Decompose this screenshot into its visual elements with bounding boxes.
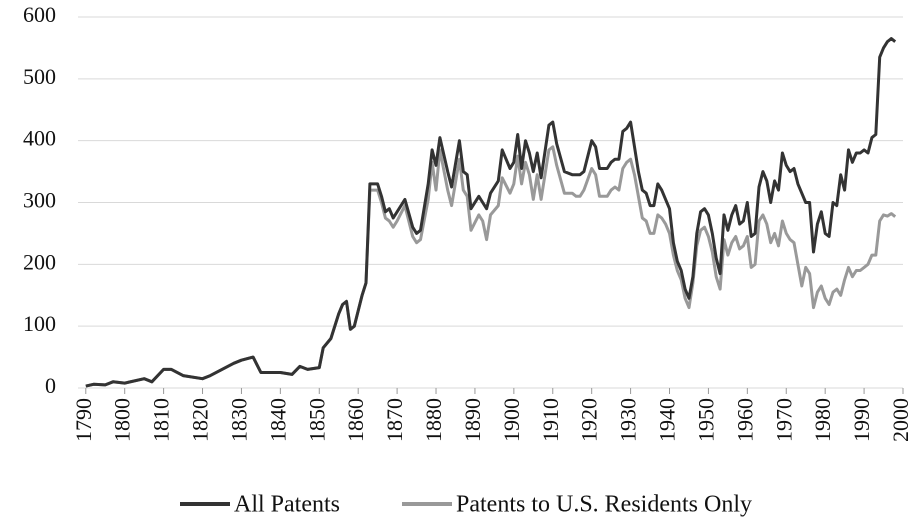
y-tick-label: 400 [23,126,56,151]
y-tick-label: 300 [23,188,56,213]
x-tick-label: 1900 [499,398,524,442]
x-tick-label: 1800 [110,398,135,442]
x-tick-label: 1840 [265,398,290,442]
x-tick-label: 1830 [226,398,251,442]
y-tick-label: 100 [23,311,56,336]
legend-label: Patents to U.S. Residents Only [456,492,752,518]
x-tick-label: 1960 [732,398,757,442]
y-tick-label: 200 [23,249,56,274]
x-tick-label: 1930 [616,398,641,442]
x-tick-label: 2000 [888,398,913,442]
x-tick-label: 1940 [655,398,680,442]
x-tick-label: 1870 [382,398,407,442]
x-tick-label: 1950 [693,398,718,442]
x-tick-label: 1810 [149,398,174,442]
x-tick-label: 1970 [771,398,796,442]
x-tick-label: 1920 [577,398,602,442]
x-tick-label: 1890 [460,398,485,442]
x-tick-label: 1860 [343,398,368,442]
legend-label: All Patents [234,492,340,518]
y-tick-label: 0 [45,373,56,398]
y-tick-label: 600 [23,2,56,27]
x-tick-label: 1980 [810,398,835,442]
x-tick-label: 1990 [849,398,874,442]
x-tick-label: 1820 [188,398,213,442]
series-line [85,37,897,388]
x-tick-label: 1790 [71,398,96,442]
x-tick-label: 1910 [538,398,563,442]
y-tick-label: 500 [23,64,56,89]
x-tick-label: 1850 [304,398,329,442]
x-tick-label: 1880 [421,398,446,442]
